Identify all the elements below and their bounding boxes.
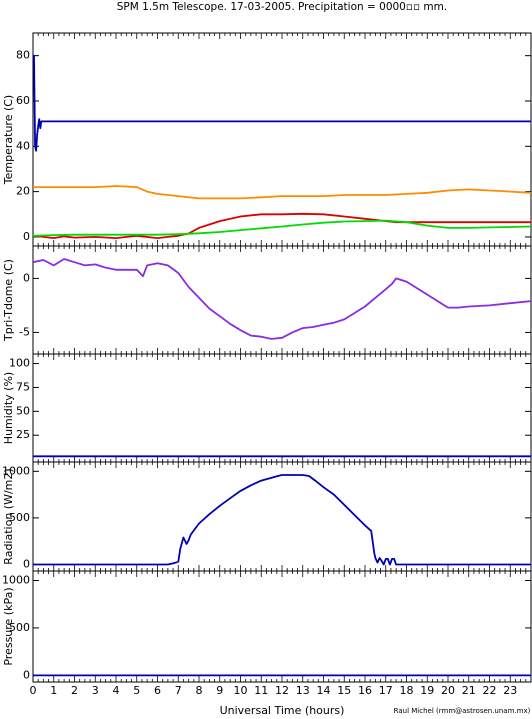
x-tick-label: 4 bbox=[113, 684, 120, 697]
temperature-y-axis-label: Temperature (C) bbox=[2, 95, 15, 185]
pressure-y-axis-label: Pressure (kPa) bbox=[2, 587, 15, 665]
x-tick-label: 9 bbox=[216, 684, 223, 697]
tpri-tdome-y-tick-label: 0 bbox=[23, 271, 30, 284]
x-tick-label: 22 bbox=[483, 684, 497, 697]
temperature-y-tick-label: 20 bbox=[16, 185, 30, 198]
pressure-frame bbox=[32, 570, 532, 683]
x-tick-label: 3 bbox=[92, 684, 99, 697]
humidity-y-tick-label: 75 bbox=[16, 380, 30, 393]
tpri-tdome-panel: -5 0 Tpri-Tdome (C) bbox=[2, 245, 532, 355]
x-tick-label: 12 bbox=[275, 684, 289, 697]
x-tick-label: 14 bbox=[317, 684, 331, 697]
x-tick-label: 7 bbox=[175, 684, 182, 697]
radiation-series-0-line bbox=[33, 474, 531, 566]
x-tick-label: 2 bbox=[71, 684, 78, 697]
pressure-y-tick-label: 500 bbox=[9, 621, 30, 634]
x-tick-label: 10 bbox=[234, 684, 248, 697]
humidity-frame bbox=[32, 353, 532, 463]
tpri-tdome-y-tick-label: -5 bbox=[19, 325, 30, 338]
tpri-tdome-series-0-line bbox=[33, 258, 531, 340]
x-tick-label: 23 bbox=[503, 684, 517, 697]
radiation-frame bbox=[32, 461, 532, 572]
temperature-panel: 0 20 40 60 80 Temperature (C) bbox=[2, 32, 532, 247]
temperature-y-tick-label: 80 bbox=[16, 49, 30, 62]
temperature-series-3-line bbox=[33, 219, 531, 237]
x-tick-label: 18 bbox=[400, 684, 414, 697]
radiation-y-axis-label: Radiation (W/m2) bbox=[2, 468, 15, 564]
humidity-y-axis-label: Humidity (%) bbox=[2, 372, 15, 444]
temperature-y-tick-label: 60 bbox=[16, 94, 30, 107]
chart-title: SPM 1.5m Telescope. 17-03-2005. Precipit… bbox=[117, 1, 447, 13]
tpri-tdome-y-axis-label: Tpri-Tdome (C) bbox=[2, 259, 15, 342]
x-tick-label: 1 bbox=[50, 684, 57, 697]
x-tick-label: 5 bbox=[133, 684, 140, 697]
temperature-y-tick-label: 0 bbox=[23, 230, 30, 243]
credit-text: Raul Michel (rmm@astrosen.unam.mx) bbox=[394, 707, 531, 715]
radiation-y-tick-label: 0 bbox=[23, 557, 30, 570]
x-tick-label: 21 bbox=[462, 684, 476, 697]
humidity-y-tick-label: 25 bbox=[16, 428, 30, 441]
humidity-y-tick-label: 50 bbox=[16, 404, 30, 417]
x-tick-label: 19 bbox=[420, 684, 434, 697]
x-tick-label: 17 bbox=[379, 684, 393, 697]
x-tick-label: 13 bbox=[296, 684, 310, 697]
x-tick-label: 0 bbox=[30, 684, 37, 697]
temperature-series-1-line bbox=[33, 185, 531, 200]
humidity-y-tick-label: 100 bbox=[9, 357, 30, 370]
x-axis-label: Universal Time (hours) bbox=[220, 704, 345, 717]
x-tick-label: 16 bbox=[358, 684, 372, 697]
temperature-y-tick-label: 40 bbox=[16, 139, 30, 152]
pressure-y-tick-label: 1000 bbox=[2, 573, 30, 586]
x-tick-label: 15 bbox=[337, 684, 351, 697]
radiation-y-tick-label: 1000 bbox=[2, 464, 30, 477]
x-tick-label: 20 bbox=[441, 684, 455, 697]
x-tick-label: 11 bbox=[254, 684, 268, 697]
pressure-y-tick-label: 0 bbox=[23, 668, 30, 681]
humidity-panel: 25 50 75 100 Humidity (%) bbox=[2, 353, 532, 463]
radiation-y-tick-label: 500 bbox=[9, 511, 30, 524]
temperature-series-0-line bbox=[33, 54, 531, 152]
x-tick-label: 8 bbox=[196, 684, 203, 697]
x-tick-label: 6 bbox=[154, 684, 161, 697]
